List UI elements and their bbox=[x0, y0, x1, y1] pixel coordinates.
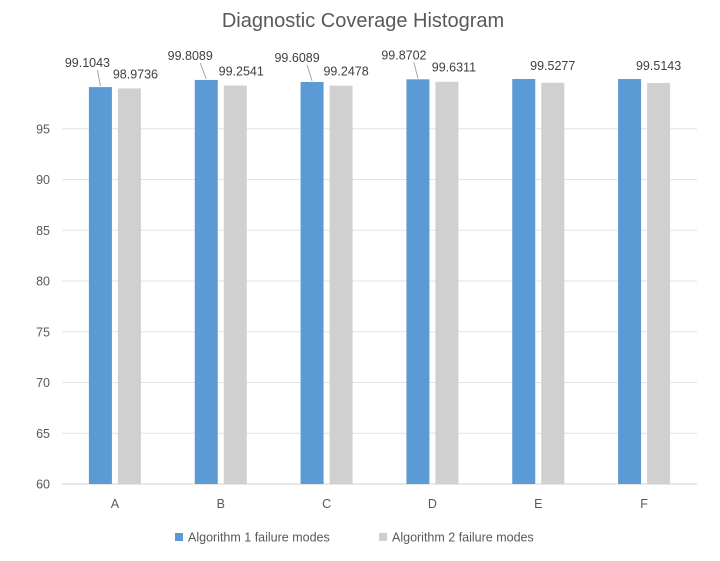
grid-lines bbox=[62, 128, 697, 485]
x-tick-label: D bbox=[428, 497, 437, 511]
y-tick-label: 95 bbox=[36, 122, 50, 136]
y-tick-label: 70 bbox=[36, 376, 50, 390]
x-tick-label: E bbox=[534, 497, 542, 511]
chart-title: Diagnostic Coverage Histogram bbox=[222, 10, 504, 32]
data-label: 99.2541 bbox=[219, 65, 264, 79]
legend-swatch-series2 bbox=[379, 533, 387, 541]
bar-series1-c bbox=[300, 81, 324, 484]
data-label: 99.6311 bbox=[432, 61, 476, 75]
y-tick-label: 75 bbox=[36, 325, 50, 339]
x-tick-label: C bbox=[322, 497, 331, 511]
data-label: 99.6089 bbox=[274, 51, 319, 65]
y-tick-label: 80 bbox=[36, 275, 50, 289]
y-tick-label: 85 bbox=[36, 224, 50, 238]
bars bbox=[88, 79, 671, 485]
y-axis-ticks: 60 65 70 75 80 85 90 95 bbox=[36, 122, 50, 491]
bar-series2-b bbox=[223, 85, 247, 484]
bar-series2-f bbox=[647, 82, 671, 484]
y-tick-label: 65 bbox=[36, 427, 50, 441]
legend-swatch-series1 bbox=[175, 533, 183, 541]
data-label: 99.5277 bbox=[530, 59, 575, 73]
x-tick-label: A bbox=[111, 497, 120, 511]
bar-series1-e bbox=[512, 79, 536, 484]
x-tick-label: F bbox=[640, 497, 648, 511]
bar-series2-e bbox=[541, 82, 565, 484]
bar-series1-f bbox=[618, 79, 642, 484]
legend: Algorithm 1 failure modes Algorithm 2 fai… bbox=[175, 531, 534, 545]
bar-series1-a bbox=[88, 87, 112, 484]
label-leader-line bbox=[413, 62, 419, 79]
legend-label-series1: Algorithm 1 failure modes bbox=[188, 531, 330, 545]
data-label: 99.8702 bbox=[381, 48, 426, 62]
data-label: 99.1043 bbox=[65, 56, 110, 70]
legend-label-series2: Algorithm 2 failure modes bbox=[392, 531, 534, 545]
bar-series1-b bbox=[194, 79, 218, 484]
data-label: 99.2478 bbox=[323, 65, 368, 79]
bar-series1-d bbox=[406, 79, 430, 484]
data-label: 99.5143 bbox=[636, 59, 681, 73]
bar-series2-a bbox=[117, 88, 141, 484]
bar-series2-c bbox=[329, 85, 353, 484]
label-leader-line bbox=[199, 62, 207, 80]
y-tick-label: 90 bbox=[36, 173, 50, 187]
x-tick-label: B bbox=[217, 497, 225, 511]
data-label: 99.8089 bbox=[168, 49, 213, 63]
bar-series2-d bbox=[435, 81, 459, 485]
y-tick-label: 60 bbox=[36, 478, 50, 492]
data-label: 98.9736 bbox=[113, 67, 158, 81]
label-leader-line bbox=[306, 64, 313, 82]
x-axis-ticks: A B C D E F bbox=[111, 497, 649, 511]
label-leader-line bbox=[96, 69, 101, 87]
